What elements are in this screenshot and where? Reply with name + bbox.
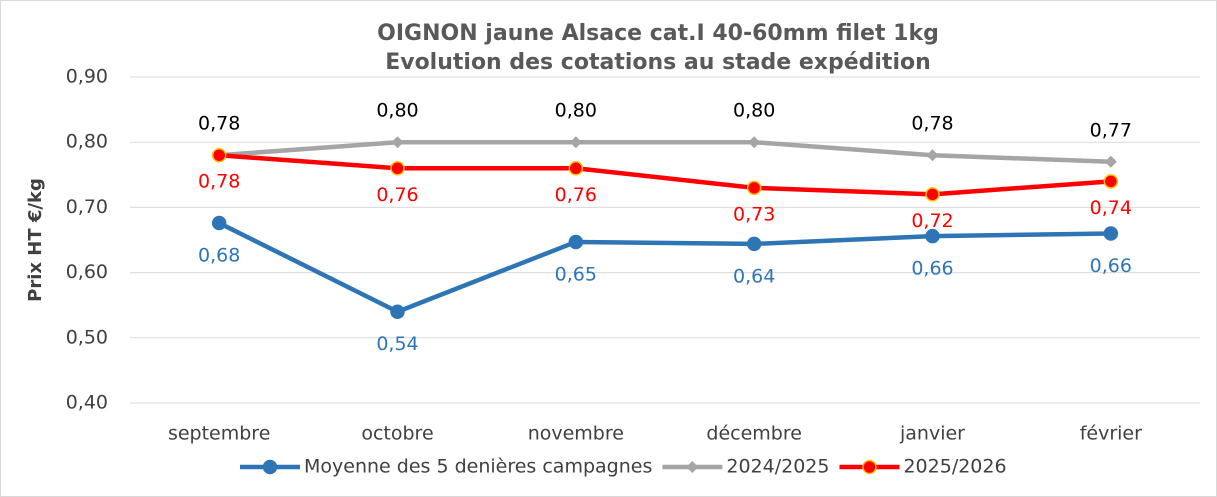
data-point [568,234,584,250]
series-line [219,139,1111,165]
data-point [748,136,761,149]
y-tick-label: 0,40 [66,392,108,414]
data-label: 0,78 [911,113,953,135]
x-tick-label: décembre [706,423,802,445]
x-tick-label: septembre [168,423,270,445]
data-point [746,236,762,252]
data-point [569,136,582,149]
data-label: 0,80 [555,100,597,122]
data-point [390,161,405,176]
y-tick-label: 0,50 [66,326,108,348]
data-label: 0,72 [911,210,953,232]
data-label: 0,64 [733,265,775,287]
data-point [925,187,940,202]
legend-marker [862,459,877,475]
legend-label: 2025/2026 [903,456,1006,478]
x-tick-label: janvier [899,423,965,445]
data-label: 0,66 [911,258,953,280]
data-label: 0,78 [198,171,240,193]
data-point [390,304,405,319]
data-label: 0,76 [555,184,597,206]
x-tick-label: novembre [528,423,624,445]
legend-marker [262,459,278,475]
data-label: 0,68 [198,245,240,267]
chart-title: OIGNON jaune Alsace cat.I 40-60mm filet … [377,21,939,46]
x-tick-label: février [1080,423,1142,445]
y-tick-label: 0,80 [66,131,108,153]
y-tick-label: 0,70 [66,196,108,218]
y-tick-label: 0,90 [66,66,108,88]
data-point [1104,155,1117,168]
data-point [746,180,762,196]
data-point [391,136,404,149]
data-label: 0,74 [1090,197,1132,219]
x-tick-label: octobre [361,423,433,445]
data-label: 0,73 [733,203,775,225]
data-label: 0,80 [376,100,418,122]
data-label: 0,77 [1090,119,1132,141]
y-axis-label: Prix HT €/kg [25,178,46,302]
data-point [926,149,939,162]
data-point [568,161,584,176]
series-line [219,152,1111,197]
data-point [1103,174,1119,189]
legend-label: 2024/2025 [726,456,829,478]
series-line [218,221,1111,314]
data-label: 0,76 [376,184,418,206]
chart-title: Evolution des cotations au stade expédit… [385,50,931,75]
data-label: 0,54 [376,333,418,355]
data-point [211,147,227,163]
y-tick-label: 0,60 [66,261,108,283]
legend-label: Moyenne des 5 denières campagnes [304,456,652,478]
data-point [211,215,227,231]
data-label: 0,78 [198,113,240,135]
data-label: 0,80 [733,100,775,122]
data-point [1103,226,1119,241]
data-label: 0,66 [1090,255,1132,277]
data-point [925,228,940,244]
data-label: 0,65 [555,263,597,285]
legend-marker [686,461,699,473]
